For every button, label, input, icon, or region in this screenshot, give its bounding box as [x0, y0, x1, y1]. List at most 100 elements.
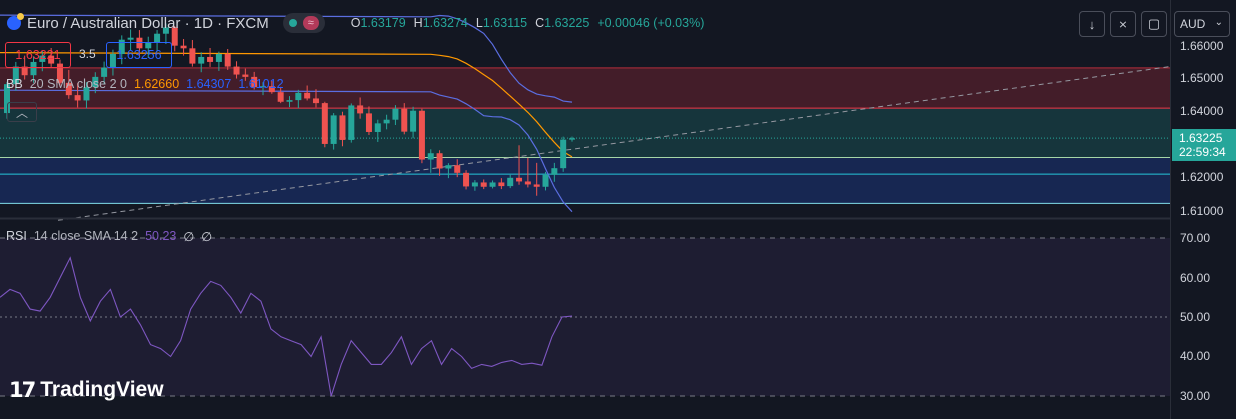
candle[interactable]	[109, 49, 116, 76]
currency-select[interactable]: AUD ⌄	[1174, 11, 1230, 37]
candle[interactable]	[233, 61, 240, 79]
price-zone[interactable]	[0, 67, 1170, 109]
candle[interactable]	[295, 89, 302, 109]
candle[interactable]	[286, 96, 293, 108]
candle[interactable]	[74, 83, 81, 108]
price-zone[interactable]	[0, 108, 1170, 158]
trendline	[57, 66, 1171, 221]
candle[interactable]	[533, 162, 540, 196]
candle[interactable]	[207, 47, 214, 67]
candle[interactable]	[189, 40, 196, 67]
candle[interactable]	[524, 157, 531, 188]
candle[interactable]	[454, 159, 461, 178]
bb-lower-line[interactable]	[0, 89, 573, 213]
symbol-title[interactable]: Euro / Australian Dollar · 1D · FXCM	[27, 14, 269, 32]
market-status[interactable]: ≈	[282, 13, 325, 33]
candle[interactable]	[162, 23, 169, 45]
candle[interactable]	[551, 162, 558, 182]
candle[interactable]	[304, 85, 311, 101]
chevron-down-icon: ⌄	[1214, 17, 1223, 28]
candle[interactable]	[401, 103, 408, 135]
last-price-label: 1.63225 22:59:34	[1172, 129, 1236, 161]
logo-icon[interactable]	[7, 13, 24, 30]
candle[interactable]	[145, 36, 152, 58]
bb-upper-value: 1.64307	[186, 77, 232, 91]
candle[interactable]	[374, 119, 381, 142]
candle[interactable]	[198, 52, 205, 73]
candle[interactable]	[489, 180, 496, 189]
candle[interactable]	[418, 108, 425, 164]
candle[interactable]	[560, 136, 567, 172]
collapse-legend-button[interactable]: ︿	[7, 102, 37, 122]
maximize-button[interactable]: ▢	[1141, 11, 1167, 37]
candle[interactable]	[339, 111, 346, 147]
candle[interactable]	[242, 68, 249, 81]
price-tick: 1.62000	[1180, 170, 1224, 184]
candle[interactable]	[507, 174, 514, 189]
market-closed-icon: ≈	[302, 16, 319, 30]
price-zone[interactable]	[0, 157, 1170, 204]
candle[interactable]	[251, 71, 258, 90]
rsi-tick: 40.00	[1180, 349, 1211, 363]
candle[interactable]	[392, 105, 399, 126]
candle[interactable]	[542, 171, 549, 191]
candle[interactable]	[330, 113, 337, 150]
candle[interactable]	[260, 82, 267, 96]
candle[interactable]	[154, 30, 161, 52]
candle[interactable]	[427, 149, 434, 173]
candle[interactable]	[30, 56, 37, 83]
candle[interactable]	[312, 89, 319, 108]
candle[interactable]	[498, 178, 505, 190]
candle[interactable]	[480, 179, 487, 190]
rsi-value: 50.23	[145, 229, 177, 243]
candle[interactable]	[569, 136, 575, 142]
candle[interactable]	[127, 29, 134, 51]
candle[interactable]	[383, 114, 390, 130]
bb-upper-line[interactable]	[0, 14, 573, 103]
candle[interactable]	[56, 59, 63, 88]
candle[interactable]	[471, 180, 478, 191]
candle[interactable]	[348, 103, 355, 143]
bar-countdown: 22:59:34	[1179, 145, 1226, 159]
candle[interactable]	[12, 61, 19, 91]
candle[interactable]	[445, 163, 452, 179]
candle[interactable]	[268, 80, 275, 94]
candle[interactable]	[357, 97, 364, 119]
tradingview-logo[interactable]: 17 TradingView	[9, 378, 164, 402]
candle[interactable]	[48, 47, 55, 67]
price-tick: 1.65000	[1180, 71, 1224, 85]
collapse-button[interactable]: ⨯	[1110, 11, 1136, 37]
trendline-dashed[interactable]	[57, 66, 1171, 221]
candle[interactable]	[92, 72, 99, 94]
candle[interactable]	[180, 39, 187, 56]
sell-button[interactable]: 1.63221	[5, 42, 71, 68]
candle[interactable]	[83, 82, 90, 109]
candle[interactable]	[215, 51, 222, 71]
candle[interactable]	[277, 86, 284, 104]
bb-basis-line[interactable]	[0, 52, 573, 158]
candle[interactable]	[171, 26, 178, 52]
candle[interactable]	[65, 69, 72, 99]
candle[interactable]	[436, 150, 443, 176]
spread-value: 3.5	[79, 47, 96, 61]
candle[interactable]	[224, 48, 231, 70]
candle[interactable]	[410, 106, 417, 139]
open-value: 1.63179	[360, 16, 406, 30]
candle[interactable]	[101, 61, 108, 85]
scroll-down-button[interactable]: ↓	[1079, 11, 1105, 37]
rsi-line[interactable]	[0, 256, 573, 397]
candle[interactable]	[321, 101, 328, 148]
candle[interactable]	[463, 170, 470, 190]
candle[interactable]	[365, 106, 372, 135]
rsi-tick: 70.00	[1180, 231, 1211, 245]
bb-legend[interactable]: BB 20 SMA close 2 0 1.62660 1.64307 1.61…	[6, 77, 284, 91]
rsi-tick: 50.00	[1180, 310, 1211, 324]
candle[interactable]	[516, 145, 523, 185]
bollinger-bands	[0, 14, 573, 213]
rsi-legend[interactable]: RSI 14 close SMA 14 2 50.23 ∅ ∅	[6, 229, 213, 244]
ohlc-values: O1.63179 H1.63274 L1.63115 C1.63225 +0.0…	[350, 16, 705, 30]
buy-button[interactable]: 1.63256	[106, 42, 172, 68]
candle[interactable]	[118, 35, 125, 65]
down-arrow-icon: ↓	[1088, 16, 1096, 32]
